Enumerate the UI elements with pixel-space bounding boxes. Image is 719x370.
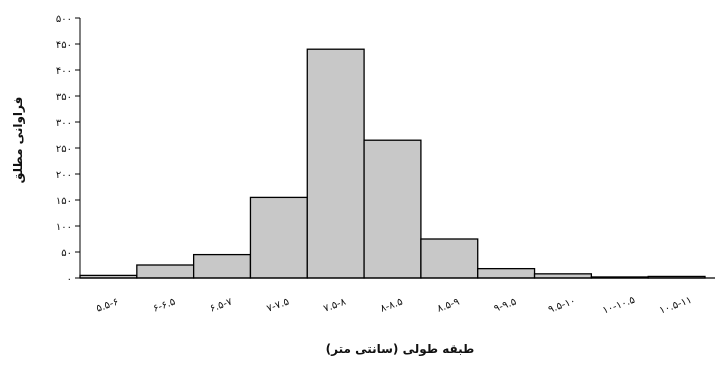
- bar-2: [192, 253, 252, 279]
- x-tick-label: ۵.۵-۶: [95, 297, 120, 315]
- y-tick-label: ۲۰۰: [56, 170, 72, 181]
- y-tick-label: ۳۰۰: [56, 118, 72, 129]
- y-tick-label: ۲۵۰: [56, 144, 72, 155]
- x-tick-label: ۷-۷.۵: [265, 297, 290, 315]
- y-axis-title: فراوانی مطلق: [11, 97, 26, 184]
- bar-7: [477, 267, 536, 279]
- x-tick-label: ۶.۵-۷: [209, 296, 235, 314]
- bar-5: [363, 139, 422, 279]
- y-tick-label: ۵۰: [61, 248, 72, 259]
- y-tick-label: ۳۵۰: [56, 92, 72, 103]
- x-tick-label: ۶-۶.۵: [152, 297, 177, 315]
- x-tick-label: ۸-۸.۵: [379, 297, 404, 315]
- x-axis-title: طبقه طولی (سانتی متر): [326, 342, 475, 357]
- y-tick-label: ۱۰۰: [56, 222, 72, 233]
- x-tick-label: ۱۰-۱۰.۵: [601, 295, 636, 317]
- bar-4: [306, 48, 365, 279]
- bar-1: [136, 264, 195, 279]
- bar-3: [249, 196, 308, 279]
- x-tick-label: ۹-۹.۵: [493, 297, 518, 315]
- y-tick-label: ۵۰۰: [56, 14, 72, 25]
- x-tick-label: ۸.۵-۹: [436, 297, 461, 315]
- bar-8: [533, 273, 593, 279]
- y-axis: ۰ ۵۰ ۱۰۰ ۱۵۰ ۲۰۰ ۲۵۰ ۳۰۰ ۳۵۰ ۴۰۰ ۴۵۰ ۵۰۰: [56, 14, 81, 285]
- x-tick-label: ۷.۵-۸: [322, 296, 348, 314]
- y-tick-label: ۴۰۰: [56, 66, 72, 77]
- bar-6: [420, 238, 479, 279]
- bars: [79, 48, 706, 279]
- y-tick-label: ۱۵۰: [56, 196, 72, 207]
- y-tick-label: ۴۵۰: [56, 40, 72, 51]
- x-tick-label: ۱۰.۵-۱۱: [658, 295, 693, 317]
- x-tick-label: ۹.۵-۱۰: [547, 296, 577, 316]
- x-axis: ۵.۵-۶ ۶-۶.۵ ۶.۵-۷ ۷-۷.۵ ۷.۵-۸ ۸-۸.۵ ۸.۵-۹ ۹-۹.۵…: [80, 277, 715, 317]
- y-tick-label: ۰: [67, 274, 72, 285]
